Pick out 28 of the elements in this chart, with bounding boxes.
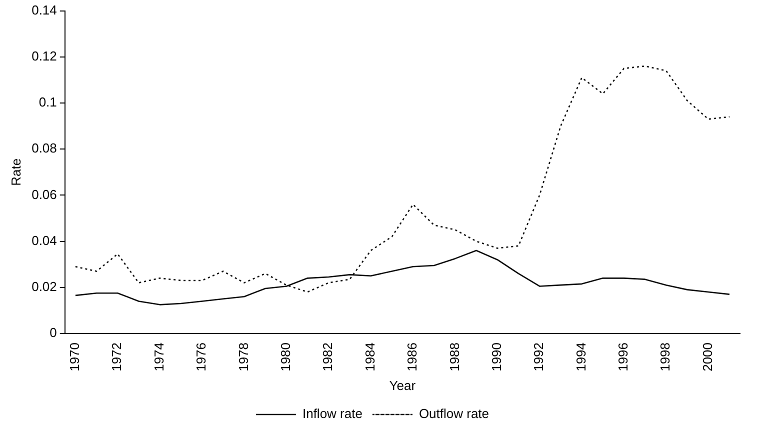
x-tick-label: 1978 — [236, 342, 251, 372]
x-tick-label: 1982 — [320, 342, 336, 372]
x-tick-label: 1990 — [488, 342, 504, 372]
y-tick-label: 0 — [50, 325, 57, 340]
y-tick-label: 0.12 — [32, 48, 57, 64]
x-tick-label: 1980 — [278, 342, 293, 372]
x-tick-label: 1996 — [616, 342, 631, 372]
x-tick-label: 1992 — [531, 342, 546, 372]
x-tick-label: 1994 — [573, 342, 588, 372]
x-tick-label: 1970 — [67, 342, 82, 372]
y-tick-label: 0.06 — [32, 186, 57, 202]
y-tick-label: 0.14 — [32, 2, 57, 18]
legend-label: Inflow rate — [302, 406, 362, 422]
x-tick-label: 1986 — [404, 342, 420, 372]
x-tick-label: 1972 — [109, 342, 124, 372]
x-tick-label: 1974 — [151, 342, 166, 372]
x-tick-label: 1998 — [658, 342, 673, 372]
y-tick-label: 0.08 — [32, 140, 57, 156]
legend-label: Outflow rate — [418, 406, 490, 422]
y-tick-label: 0.02 — [32, 278, 57, 294]
x-tick-label: 2000 — [700, 342, 715, 372]
y-axis-title: Rate — [8, 158, 24, 186]
x-axis-title: Year — [389, 378, 416, 393]
y-tick-label: 0.1 — [38, 94, 57, 110]
x-tick-label: 1984 — [362, 342, 378, 372]
x-tick-label: 1988 — [446, 342, 462, 372]
x-tick-label: 1976 — [194, 342, 209, 372]
y-tick-label: 0.04 — [32, 232, 57, 248]
